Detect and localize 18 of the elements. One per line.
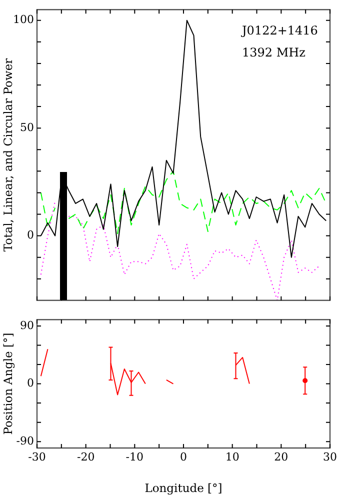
x-tick-label: -10 xyxy=(126,450,144,464)
x-axis-title: Longitude [°] xyxy=(144,481,222,496)
y-tick-label: 0 xyxy=(27,228,34,242)
y-axis-title: Total, Linear, and Circular Power xyxy=(0,58,15,252)
x-tick-label: -20 xyxy=(76,450,95,464)
x-tick-label: 10 xyxy=(225,450,240,464)
y-axis-title: Position Angle [°] xyxy=(0,332,15,435)
y-tick-label: 100 xyxy=(13,13,34,26)
x-tick-label: 0 xyxy=(180,450,187,464)
annotation: 1392 MHz xyxy=(242,46,306,60)
y-tick-label: 0 xyxy=(27,376,34,390)
x-tick-label: 30 xyxy=(323,450,337,464)
x-tick-label: 20 xyxy=(274,450,288,464)
y-tick-label: 90 xyxy=(20,318,34,332)
y-tick-label: -90 xyxy=(16,434,34,448)
y-tick-label: 50 xyxy=(20,120,34,134)
x-tick-label: -30 xyxy=(28,450,46,464)
annotation: J0122+1416 xyxy=(240,24,318,38)
